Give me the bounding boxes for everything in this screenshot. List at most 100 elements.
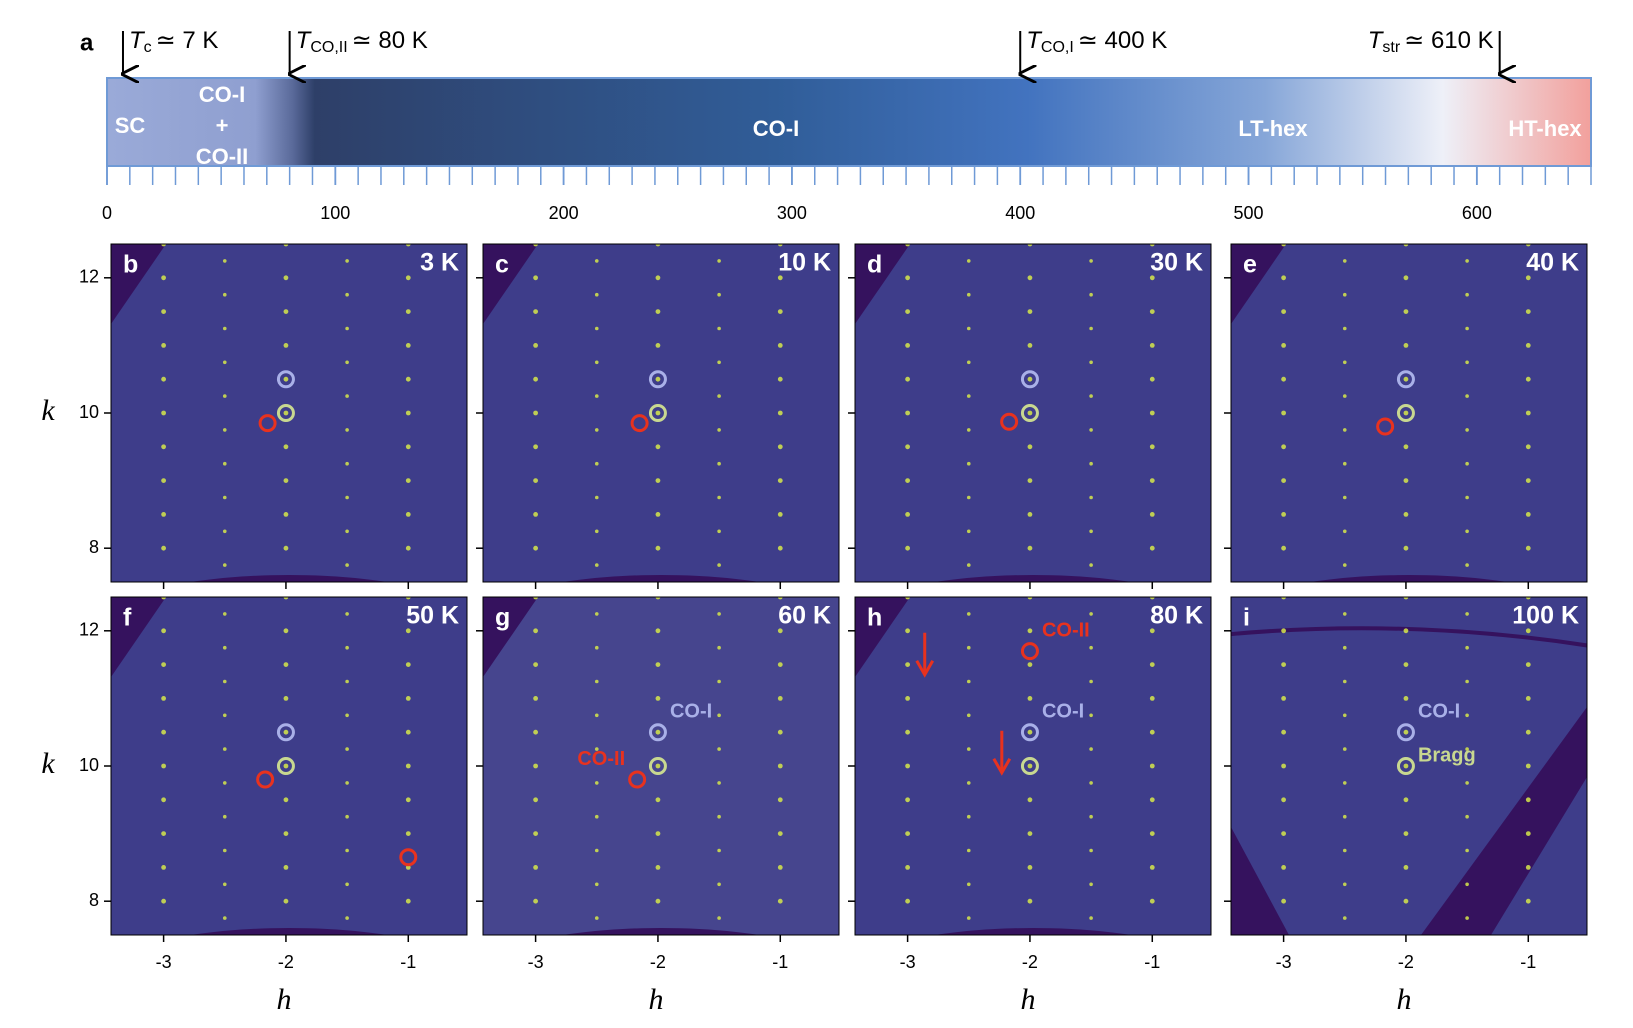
peak-label: Bragg: [1418, 744, 1476, 766]
diffraction-spot: [777, 545, 783, 551]
diffraction-spot: [283, 898, 289, 904]
diffraction-spot: [1149, 628, 1155, 634]
diffraction-spot: [1027, 696, 1033, 701]
temperature-label: 40 K: [1526, 249, 1579, 277]
diffraction-spot: [161, 545, 167, 551]
diffraction-spot: [473, 815, 477, 819]
diffraction-spot: [1221, 361, 1225, 365]
diffraction-spot: [533, 831, 539, 836]
diffraction-spot: [1342, 428, 1347, 432]
diffraction-spot: [717, 259, 721, 263]
diffraction-spot: [1403, 831, 1409, 836]
diffraction-spot: [655, 831, 661, 836]
diffraction-spot: [1149, 898, 1155, 904]
diffraction-spot: [655, 597, 661, 600]
diffraction-spot: [1281, 545, 1287, 551]
diffraction-spot: [777, 309, 783, 314]
diffraction-spot: [840, 496, 844, 500]
map-image: [101, 244, 467, 582]
dark-edge: [483, 597, 538, 677]
diffraction-spot: [1465, 461, 1469, 466]
diffraction-spot: [717, 529, 721, 534]
diffraction-spot: [222, 360, 227, 365]
diffraction-spot: [1027, 865, 1033, 870]
diffraction-spot: [717, 292, 721, 297]
h-tick-label: -3: [900, 952, 916, 972]
diffraction-spot: [845, 462, 849, 466]
diffraction-spot: [533, 597, 539, 600]
diffraction-spot: [101, 496, 105, 500]
transition-text: ≃ 80 K: [352, 27, 428, 54]
diffraction-spot: [283, 244, 289, 247]
diffraction-spot: [840, 361, 844, 365]
transition-subscript: CO,II: [310, 39, 347, 56]
diffraction-spot: [161, 662, 167, 667]
diffraction-spot: [473, 916, 477, 920]
diffraction-spot: [845, 428, 849, 432]
diffraction-spot: [1342, 259, 1347, 263]
diffraction-spot: [777, 831, 783, 836]
map-image: [1221, 244, 1592, 582]
diffraction-spot: [1089, 916, 1093, 920]
diffraction-spot: [1281, 343, 1287, 348]
diffraction-spot: [1403, 343, 1409, 348]
tick-label: 300: [777, 203, 807, 223]
diffraction-spot: [1525, 865, 1531, 870]
diffraction-spot: [1221, 714, 1225, 718]
diffraction-spot: [1149, 478, 1155, 483]
diffraction-spot: [594, 612, 599, 616]
h-tick-label: -1: [1144, 952, 1160, 972]
diffraction-spot: [905, 628, 911, 634]
diffraction-spot: [1588, 327, 1592, 331]
diffraction-spot: [1281, 763, 1287, 769]
diffraction-spot: [222, 495, 227, 500]
diffraction-spot: [283, 410, 289, 416]
diffraction-spot: [473, 563, 477, 567]
diffraction-spot: [283, 797, 289, 803]
diffraction-spot: [717, 563, 721, 567]
diffraction-spot: [1212, 815, 1216, 819]
diffraction-spot: [1027, 898, 1033, 904]
diffraction-spot: [1149, 662, 1155, 667]
diffraction-spot: [283, 343, 289, 348]
diffraction-spot: [1027, 797, 1033, 803]
diffraction-spot: [222, 645, 227, 650]
diffraction-spot: [1212, 680, 1216, 684]
diffraction-spot: [905, 696, 911, 701]
peak-marker: [648, 404, 667, 422]
diffraction-spot: [1027, 444, 1033, 450]
diffraction-spot: [594, 259, 599, 263]
diffraction-spot: [101, 883, 105, 887]
diffraction-spot: [1149, 865, 1155, 870]
diffraction-spot: [1342, 612, 1347, 616]
diffraction-spot: [1588, 815, 1592, 819]
diffraction-spot: [1465, 747, 1469, 751]
diffraction-spot: [1089, 292, 1093, 297]
diffraction-spot: [283, 763, 289, 769]
transition-symbol: T: [1026, 27, 1043, 54]
diffraction-spot: [845, 849, 849, 853]
diffraction-spot: [594, 713, 599, 718]
diffraction-spot: [1342, 326, 1347, 331]
diffraction-spot: [905, 444, 911, 450]
phase-bar: [106, 77, 1592, 167]
diffraction-spot: [1027, 410, 1033, 416]
diffraction-spot: [101, 462, 105, 466]
x-axis-label: h: [649, 983, 664, 1016]
diffraction-spot: [594, 848, 599, 853]
diffraction-spot: [655, 628, 661, 634]
diffraction-spot: [966, 645, 971, 650]
diffraction-spot: [717, 495, 721, 500]
diffraction-spot: [1027, 729, 1033, 735]
panel-label: f: [123, 604, 132, 632]
diffraction-spot: [1342, 814, 1347, 819]
peak-marker: [1396, 723, 1415, 742]
diffraction-spot: [1281, 376, 1287, 382]
diffraction-spot: [845, 563, 849, 567]
dark-edge: [1310, 575, 1508, 582]
h-tick-label: -2: [650, 952, 666, 972]
diffraction-spot: [777, 662, 783, 667]
diffraction-spot: [405, 309, 411, 314]
diffraction-spot: [840, 327, 844, 331]
diffraction-spot: [533, 343, 539, 348]
